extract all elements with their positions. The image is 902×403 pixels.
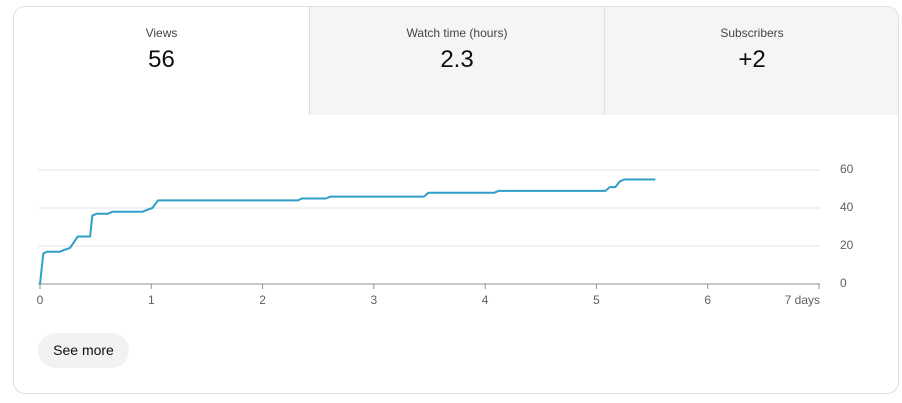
tab-value: 2.3 — [440, 46, 474, 73]
see-more-button[interactable]: See more — [38, 333, 129, 368]
x-tick-label: 7 days — [785, 293, 820, 307]
y-tick-label: 0 — [840, 276, 847, 290]
views-line — [39, 178, 656, 285]
x-tick-label: 0 — [37, 293, 44, 307]
x-tick-label: 1 — [148, 293, 155, 307]
x-tick-label: 5 — [593, 293, 600, 307]
x-tick-label: 2 — [259, 293, 266, 307]
x-tick-label: 6 — [704, 293, 711, 307]
y-tick-label: 40 — [840, 200, 854, 214]
tab-label: Views — [145, 26, 178, 40]
tab-label: Watch time (hours) — [406, 26, 508, 40]
tab[interactable]: Views 56 — [14, 7, 309, 115]
y-tick-label: 60 — [840, 162, 854, 176]
x-tick-label: 3 — [371, 293, 378, 307]
tab-value: 56 — [148, 46, 175, 73]
x-tick-label: 4 — [482, 293, 489, 307]
y-tick-label: 20 — [840, 238, 854, 252]
card: Views 56 Watch time (hours) 2.3 Subscriber… — [13, 6, 899, 394]
tab-label: Subscribers — [720, 26, 784, 40]
tab[interactable]: Subscribers +2 — [604, 7, 898, 115]
tab[interactable]: Watch time (hours) 2.3 — [309, 7, 604, 115]
tab-value: +2 — [738, 46, 766, 73]
